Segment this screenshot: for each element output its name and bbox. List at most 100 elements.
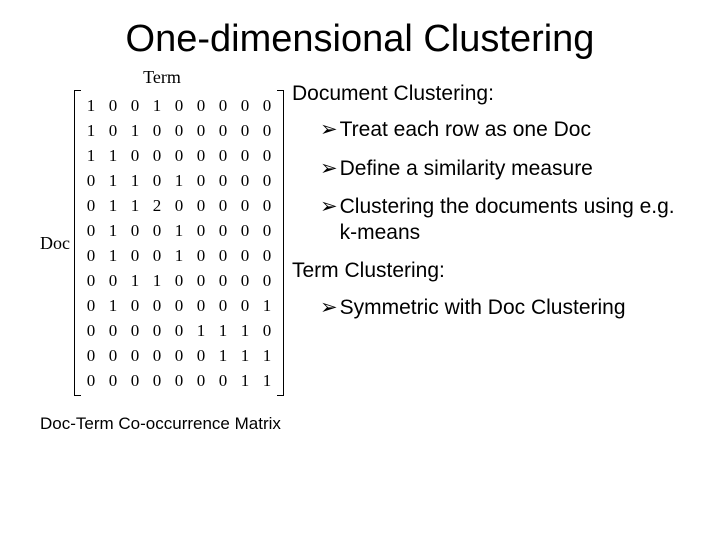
matrix-cell: 0 [80,318,102,343]
matrix-cell: 0 [168,93,190,118]
matrix-cell: 1 [102,193,124,218]
matrix-cell: 1 [234,318,256,343]
matrix-cell: 0 [212,193,234,218]
matrix-cell: 0 [256,218,278,243]
matrix-cell: 1 [190,318,212,343]
matrix-caption: Doc-Term Co-occurrence Matrix [40,414,281,434]
bullet-text: Symmetric with Doc Clustering [340,295,680,321]
matrix-cell: 1 [80,143,102,168]
matrix-cell: 0 [212,293,234,318]
matrix-cell: 0 [80,293,102,318]
matrix-block: Term Doc 1001000001010000001100000000110… [40,67,284,434]
matrix-cell: 0 [146,243,168,268]
matrix-cell: 0 [234,168,256,193]
matrix-cell: 0 [256,193,278,218]
text-block: Document Clustering:➢Treat each row as o… [292,67,680,333]
matrix-row: 000000111 [80,343,278,368]
matrix-cell: 0 [190,293,212,318]
matrix-cell: 0 [212,243,234,268]
matrix-cell: 0 [124,343,146,368]
section-heading: Term Clustering: [292,258,680,284]
matrix-cell: 0 [212,93,234,118]
matrix-cell: 0 [168,118,190,143]
matrix-cell: 0 [80,268,102,293]
matrix-cell: 0 [168,193,190,218]
bullet-item: ➢Symmetric with Doc Clustering [320,295,680,321]
matrix-cell: 0 [124,93,146,118]
matrix-cell: 1 [102,218,124,243]
matrix-cell: 0 [146,368,168,393]
matrix-cell: 0 [146,343,168,368]
matrix-cell: 0 [124,218,146,243]
matrix-cell: 0 [168,368,190,393]
matrix-cell: 1 [168,218,190,243]
matrix-row: 011010000 [80,168,278,193]
bullet-text: Define a similarity measure [340,156,680,182]
matrix-cell: 1 [124,193,146,218]
matrix-cell: 1 [168,243,190,268]
matrix-cell: 0 [102,118,124,143]
matrix-cell: 0 [190,368,212,393]
matrix-cell: 0 [124,368,146,393]
matrix-table: 1001000001010000001100000000110100000112… [80,93,278,393]
matrix-cell: 1 [102,243,124,268]
matrix-cell: 0 [168,343,190,368]
matrix-row: 001100000 [80,268,278,293]
matrix-cell: 0 [190,218,212,243]
matrix-cell: 0 [168,268,190,293]
matrix-cell: 0 [124,143,146,168]
matrix-cell: 0 [256,243,278,268]
matrix-cell: 1 [256,368,278,393]
matrix-cell: 0 [102,368,124,393]
matrix-cell: 0 [234,118,256,143]
matrix-cell: 1 [234,368,256,393]
matrix-cell: 1 [124,118,146,143]
matrix-cell: 1 [234,343,256,368]
matrix-cell: 1 [80,118,102,143]
slide: One-dimensional Clustering Term Doc 1001… [0,0,720,540]
matrix-cell: 0 [146,218,168,243]
matrix-cell: 0 [80,343,102,368]
matrix-wrap: Doc 100100000101000000110000000011010000… [40,90,284,396]
bullet-marker-icon: ➢ [320,295,338,321]
matrix-cell: 0 [80,168,102,193]
matrix-row: 000000011 [80,368,278,393]
matrix-cell: 0 [190,193,212,218]
bullet-marker-icon: ➢ [320,194,338,220]
matrix-cell: 1 [256,293,278,318]
matrix-cell: 1 [124,168,146,193]
matrix-row-label: Doc [40,233,70,254]
matrix-cell: 0 [124,318,146,343]
matrix-cell: 0 [256,168,278,193]
matrix-cell: 0 [80,193,102,218]
matrix-cell: 0 [256,143,278,168]
matrix-cell: 2 [146,193,168,218]
bullet-item: ➢Clustering the documents using e.g. k-m… [320,194,680,247]
section-heading: Document Clustering: [292,81,680,107]
matrix-cell: 0 [234,143,256,168]
matrix-cell: 0 [212,368,234,393]
matrix-cell: 0 [102,318,124,343]
matrix-row: 010000001 [80,293,278,318]
matrix-cell: 0 [80,243,102,268]
matrix-cell: 0 [234,93,256,118]
matrix-cell: 0 [212,218,234,243]
matrix-cell: 0 [212,118,234,143]
matrix-cell: 1 [256,343,278,368]
matrix-cell: 0 [168,318,190,343]
matrix-row: 101000000 [80,118,278,143]
matrix-cell: 0 [146,318,168,343]
matrix-cell: 0 [102,343,124,368]
matrix-cell: 0 [146,143,168,168]
matrix-cell: 0 [256,118,278,143]
matrix-cell: 1 [102,143,124,168]
bullet-text: Treat each row as one Doc [340,117,680,143]
matrix-cell: 1 [80,93,102,118]
bullet-text: Clustering the documents using e.g. k-me… [340,194,680,247]
bullet-marker-icon: ➢ [320,156,338,182]
matrix-row: 011200000 [80,193,278,218]
matrix-cell: 0 [212,268,234,293]
matrix-cell: 0 [168,143,190,168]
matrix-cell: 0 [102,93,124,118]
matrix-cell: 0 [102,268,124,293]
